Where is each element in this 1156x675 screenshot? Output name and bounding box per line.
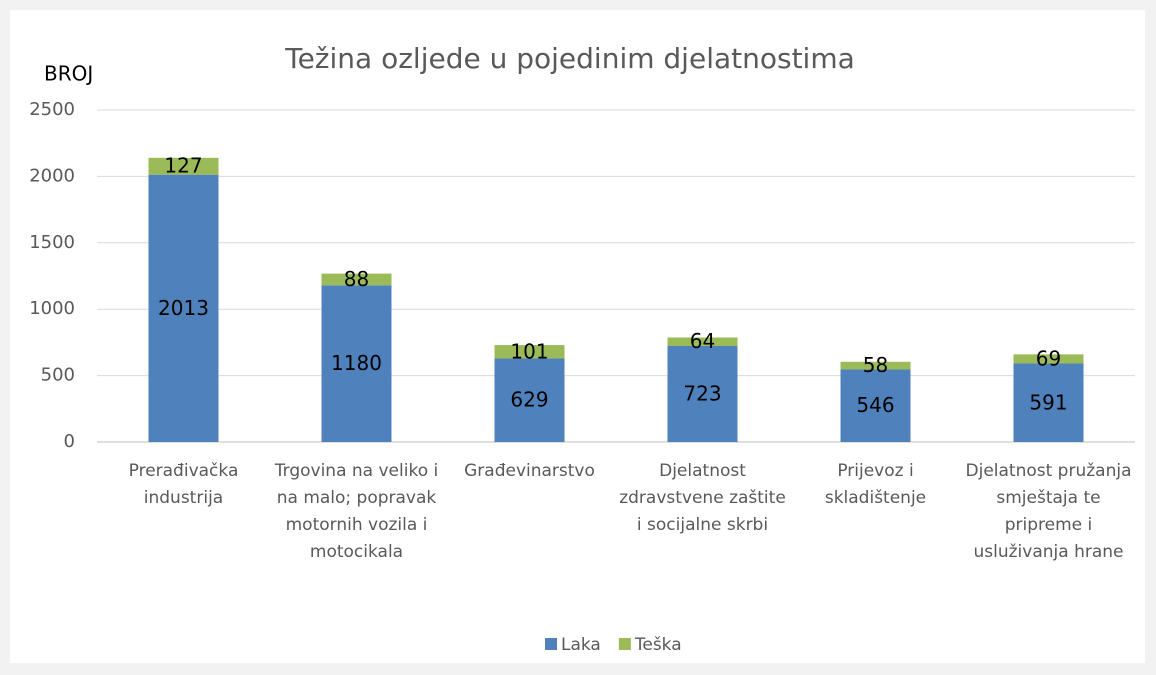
bar-segment (667, 337, 738, 346)
x-tick-label: Građevinarstvo (464, 461, 595, 481)
x-tick-label: Prijevoz i skladištenje (824, 461, 927, 508)
data-label: 101 (510, 339, 548, 363)
y-tick-label: 2000 (29, 165, 75, 186)
bar-segment (667, 345, 738, 442)
x-tick-label: Trgovina na veliko i na malo; popravak m… (274, 461, 439, 562)
legend-label: Teška (634, 635, 682, 655)
data-label: 723 (683, 381, 721, 405)
y-tick-label: 1000 (29, 298, 75, 319)
y-axis-label: BROJ (44, 62, 93, 86)
legend-swatch (618, 638, 631, 650)
bar-segment (840, 369, 911, 442)
bar-segment (148, 174, 219, 443)
y-tick-label: 2500 (29, 99, 75, 120)
bar-segment (321, 273, 392, 286)
bar-segment (840, 361, 911, 370)
x-tick-label: Prerađivačka industrija (128, 461, 239, 508)
data-label: 546 (856, 393, 894, 417)
y-tick-label: 1500 (29, 232, 75, 253)
x-tick-label: Djelatnost pružanja smještaja te priprem… (965, 461, 1132, 562)
bar-segment (148, 157, 219, 175)
bar-segment (321, 285, 392, 442)
data-label: 64 (690, 329, 715, 353)
data-label: 88 (344, 267, 369, 291)
legend-label: Laka (561, 635, 601, 655)
bar-segment (494, 345, 565, 359)
legend-swatch (545, 638, 557, 650)
y-tick-label: 0 (64, 431, 75, 452)
data-label: 591 (1029, 390, 1067, 414)
data-label: 127 (164, 154, 202, 178)
data-label: 1180 (331, 351, 382, 375)
y-tick-label: 500 (41, 365, 75, 386)
bar-segment (1013, 354, 1084, 364)
data-label: 58 (863, 353, 888, 377)
bar-segment (1013, 363, 1084, 442)
data-label: 629 (510, 388, 548, 412)
bar-segment (494, 358, 565, 442)
data-label: 69 (1036, 346, 1061, 370)
chart-title: Težina ozljede u pojedinim djelatnostima (284, 42, 855, 75)
x-tick-label: Djelatnost zdravstvene zaštite i socijal… (619, 461, 786, 535)
data-label: 2013 (158, 296, 209, 320)
